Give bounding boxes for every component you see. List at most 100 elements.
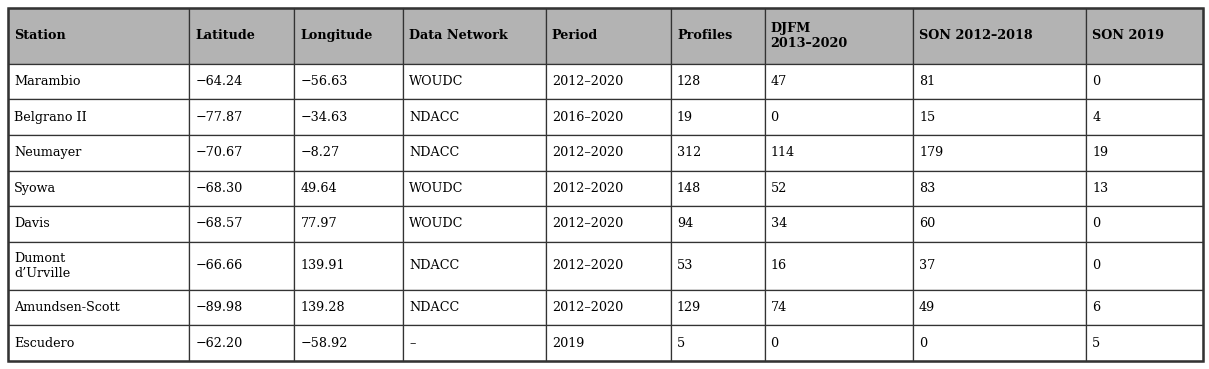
Bar xyxy=(671,100,764,135)
Text: 19: 19 xyxy=(1092,146,1109,159)
Bar xyxy=(764,290,913,325)
Bar xyxy=(8,325,190,361)
Text: Profiles: Profiles xyxy=(677,30,733,42)
Bar xyxy=(404,206,546,242)
Text: DJFM
2013–2020: DJFM 2013–2020 xyxy=(770,22,848,50)
Text: −68.57: −68.57 xyxy=(195,217,243,230)
Bar xyxy=(190,170,295,206)
Bar xyxy=(671,170,764,206)
Text: WOUDC: WOUDC xyxy=(409,217,463,230)
Text: WOUDC: WOUDC xyxy=(409,182,463,195)
Text: Data Network: Data Network xyxy=(409,30,508,42)
Text: 16: 16 xyxy=(770,259,787,272)
Bar xyxy=(1086,290,1203,325)
Bar xyxy=(671,64,764,100)
Bar xyxy=(671,242,764,290)
Text: 2016–2020: 2016–2020 xyxy=(551,111,623,124)
Bar xyxy=(295,325,404,361)
Text: 2012–2020: 2012–2020 xyxy=(551,146,623,159)
Text: 13: 13 xyxy=(1092,182,1109,195)
Bar xyxy=(546,100,671,135)
Text: 47: 47 xyxy=(770,75,787,88)
Text: 94: 94 xyxy=(677,217,693,230)
Text: 4: 4 xyxy=(1092,111,1100,124)
Bar xyxy=(764,206,913,242)
Bar xyxy=(913,170,1086,206)
Bar xyxy=(404,170,546,206)
Bar xyxy=(764,64,913,100)
Bar xyxy=(8,170,190,206)
Text: −62.20: −62.20 xyxy=(195,337,243,350)
Text: −77.87: −77.87 xyxy=(195,111,243,124)
Bar xyxy=(8,64,190,100)
Text: 53: 53 xyxy=(677,259,693,272)
Text: Dumont
d’Urville: Dumont d’Urville xyxy=(15,252,70,280)
Text: −68.30: −68.30 xyxy=(195,182,243,195)
Text: 139.28: 139.28 xyxy=(301,301,345,314)
Bar xyxy=(764,242,913,290)
Bar xyxy=(190,325,295,361)
Bar xyxy=(295,64,404,100)
Bar xyxy=(8,100,190,135)
Text: NDACC: NDACC xyxy=(409,301,459,314)
Bar xyxy=(8,290,190,325)
Bar xyxy=(295,206,404,242)
Bar xyxy=(1086,242,1203,290)
Text: 74: 74 xyxy=(770,301,787,314)
Text: Amundsen-Scott: Amundsen-Scott xyxy=(15,301,120,314)
Text: Period: Period xyxy=(551,30,598,42)
Text: 2012–2020: 2012–2020 xyxy=(551,259,623,272)
Text: Davis: Davis xyxy=(15,217,50,230)
Bar xyxy=(913,290,1086,325)
Text: 128: 128 xyxy=(677,75,701,88)
Bar xyxy=(404,290,546,325)
Text: Station: Station xyxy=(15,30,65,42)
Text: Longitude: Longitude xyxy=(301,30,372,42)
Bar xyxy=(404,8,546,64)
Bar xyxy=(404,242,546,290)
Bar xyxy=(671,135,764,170)
Bar xyxy=(8,206,190,242)
Text: −70.67: −70.67 xyxy=(195,146,243,159)
Text: −34.63: −34.63 xyxy=(301,111,348,124)
Text: 5: 5 xyxy=(1092,337,1100,350)
Text: 139.91: 139.91 xyxy=(301,259,345,272)
Text: 2012–2020: 2012–2020 xyxy=(551,182,623,195)
Text: WOUDC: WOUDC xyxy=(409,75,463,88)
Bar xyxy=(764,100,913,135)
Bar xyxy=(764,325,913,361)
Bar xyxy=(295,242,404,290)
Text: −56.63: −56.63 xyxy=(301,75,348,88)
Bar xyxy=(190,242,295,290)
Bar xyxy=(404,135,546,170)
Text: −64.24: −64.24 xyxy=(195,75,243,88)
Text: 81: 81 xyxy=(919,75,935,88)
Text: 34: 34 xyxy=(770,217,787,230)
Text: −89.98: −89.98 xyxy=(195,301,243,314)
Text: 0: 0 xyxy=(1092,75,1100,88)
Bar xyxy=(190,8,295,64)
Bar xyxy=(190,64,295,100)
Text: 0: 0 xyxy=(1092,217,1100,230)
Text: −8.27: −8.27 xyxy=(301,146,340,159)
Text: Belgrano II: Belgrano II xyxy=(15,111,87,124)
Bar xyxy=(671,206,764,242)
Text: −66.66: −66.66 xyxy=(195,259,243,272)
Text: NDACC: NDACC xyxy=(409,111,459,124)
Text: Syowa: Syowa xyxy=(15,182,56,195)
Bar xyxy=(1086,64,1203,100)
Text: 52: 52 xyxy=(770,182,787,195)
Text: Escudero: Escudero xyxy=(15,337,75,350)
Text: NDACC: NDACC xyxy=(409,259,459,272)
Bar xyxy=(295,170,404,206)
Text: 0: 0 xyxy=(919,337,927,350)
Text: Latitude: Latitude xyxy=(195,30,255,42)
Text: 2012–2020: 2012–2020 xyxy=(551,301,623,314)
Text: 0: 0 xyxy=(770,337,779,350)
Bar xyxy=(546,242,671,290)
Text: 15: 15 xyxy=(919,111,936,124)
Bar xyxy=(295,135,404,170)
Bar xyxy=(764,135,913,170)
Text: SON 2012–2018: SON 2012–2018 xyxy=(919,30,1032,42)
Bar xyxy=(404,100,546,135)
